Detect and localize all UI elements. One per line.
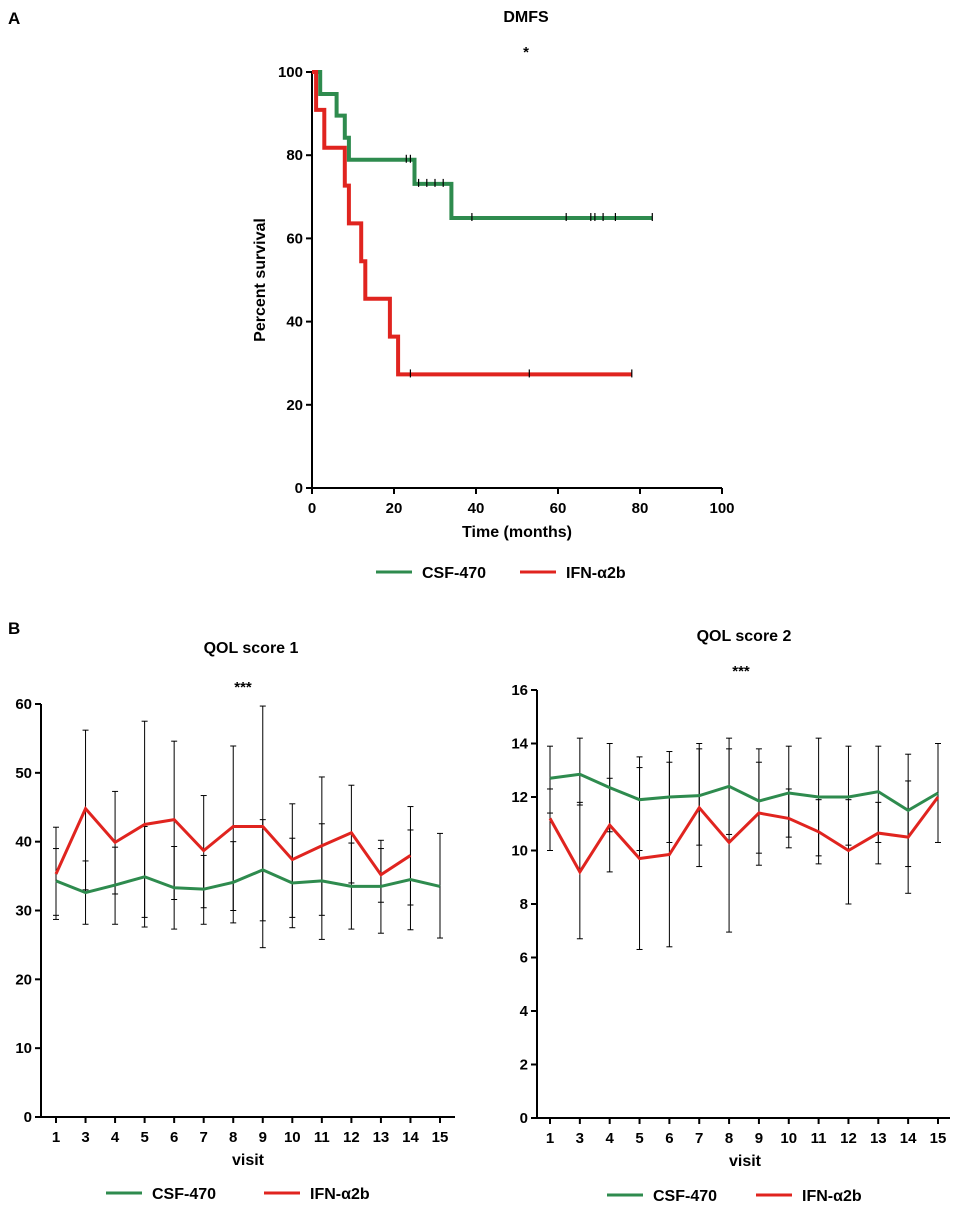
x-tick-label: 8 xyxy=(229,1129,237,1146)
x-tick-label: 1 xyxy=(546,1130,554,1147)
x-tick-label: 13 xyxy=(870,1130,887,1147)
x-tick-label: 3 xyxy=(576,1130,584,1147)
y-tick-label: 8 xyxy=(520,896,528,913)
y-tick-label: 0 xyxy=(24,1109,32,1126)
x-tick-label: 10 xyxy=(284,1129,301,1146)
x-tick-label: 15 xyxy=(930,1130,947,1147)
y-tick-label: 14 xyxy=(511,736,528,753)
legend-label-csf-470: CSF-470 xyxy=(653,1188,717,1205)
survival-curve-ifn-2b xyxy=(312,70,632,377)
x-tick-label: 15 xyxy=(432,1129,449,1146)
x-tick-label: 14 xyxy=(402,1129,419,1146)
x-tick-label: 5 xyxy=(635,1130,643,1147)
legend-label-csf-470: CSF-470 xyxy=(422,565,486,582)
series-line-ifn-2b xyxy=(548,796,940,875)
y-tick-label: 60 xyxy=(15,696,32,713)
y-tick-label: 100 xyxy=(278,64,303,81)
x-tick-label: 6 xyxy=(170,1129,178,1146)
x-tick-label: 10 xyxy=(780,1130,797,1147)
y-tick-label: 16 xyxy=(511,682,528,699)
x-tick-label: 12 xyxy=(840,1130,857,1147)
x-tick-label: 9 xyxy=(259,1129,267,1146)
y-tick-label: 0 xyxy=(295,480,303,497)
y-tick-label: 40 xyxy=(286,314,303,331)
y-tick-label: 50 xyxy=(15,765,32,782)
x-tick-label: 40 xyxy=(468,500,485,517)
y-tick-label: 60 xyxy=(286,230,303,247)
x-tick-label: 7 xyxy=(200,1129,208,1146)
x-tick-label: 7 xyxy=(695,1130,703,1147)
legend-label-ifn-2b: IFN-α2b xyxy=(310,1186,370,1203)
x-tick-label: 13 xyxy=(373,1129,390,1146)
x-tick-label: 20 xyxy=(386,500,403,517)
y-tick-label: 10 xyxy=(511,843,528,860)
y-tick-label: 4 xyxy=(520,1003,529,1020)
chart-title: QOL score 2 xyxy=(697,628,792,645)
chart-title: QOL score 1 xyxy=(204,640,299,657)
x-tick-label: 80 xyxy=(632,500,649,517)
x-tick-label: 14 xyxy=(900,1130,917,1147)
legend-label-ifn-2b: IFN-α2b xyxy=(802,1188,862,1205)
significance-marker: * xyxy=(523,44,529,61)
x-tick-label: 4 xyxy=(606,1130,615,1147)
x-tick-label: 5 xyxy=(140,1129,148,1146)
y-tick-label: 80 xyxy=(286,147,303,164)
y-tick-label: 12 xyxy=(511,789,528,806)
y-axis-label: Percent survival xyxy=(252,218,269,342)
x-tick-label: 3 xyxy=(81,1129,89,1146)
y-tick-label: 0 xyxy=(520,1110,528,1127)
x-tick-label: 8 xyxy=(725,1130,733,1147)
x-tick-label: 0 xyxy=(308,500,316,517)
survival-curve-csf-470 xyxy=(312,70,653,221)
y-tick-label: 40 xyxy=(15,834,32,851)
x-tick-label: 4 xyxy=(111,1129,120,1146)
x-tick-label: 1 xyxy=(52,1129,60,1146)
x-tick-label: 100 xyxy=(709,500,734,517)
series-line-csf-470 xyxy=(549,772,939,813)
significance-marker: *** xyxy=(234,679,252,696)
chart-title: DMFS xyxy=(503,9,549,26)
legend-label-csf-470: CSF-470 xyxy=(152,1186,216,1203)
x-tick-label: 11 xyxy=(811,1130,827,1147)
y-tick-label: 30 xyxy=(15,903,32,920)
x-tick-label: 6 xyxy=(665,1130,673,1147)
x-tick-label: 11 xyxy=(314,1129,330,1146)
x-tick-label: 12 xyxy=(343,1129,360,1146)
dmfs-survival-chart: DMFS * 0 20 40 60 80 100 0 20 40 60 80 100 Time (month… xyxy=(252,9,735,582)
x-axis-label: Time (months) xyxy=(462,524,572,541)
y-tick-label: 2 xyxy=(520,1057,528,1074)
y-tick-label: 10 xyxy=(15,1040,32,1057)
x-axis-label: visit xyxy=(729,1153,762,1170)
series-line-ifn-2b xyxy=(54,805,412,877)
panel-label-b: B xyxy=(8,619,20,638)
x-tick-label: 60 xyxy=(550,500,567,517)
legend-label-ifn-2b: IFN-α2b xyxy=(566,565,626,582)
y-tick-label: 20 xyxy=(15,971,32,988)
significance-marker: *** xyxy=(732,663,750,680)
x-axis-label: visit xyxy=(232,1152,265,1169)
y-tick-label: 6 xyxy=(520,950,528,967)
series-line-csf-470 xyxy=(55,868,441,895)
panel-label-a: A xyxy=(8,9,20,28)
x-tick-label: 9 xyxy=(755,1130,763,1147)
y-tick-label: 20 xyxy=(286,397,303,414)
